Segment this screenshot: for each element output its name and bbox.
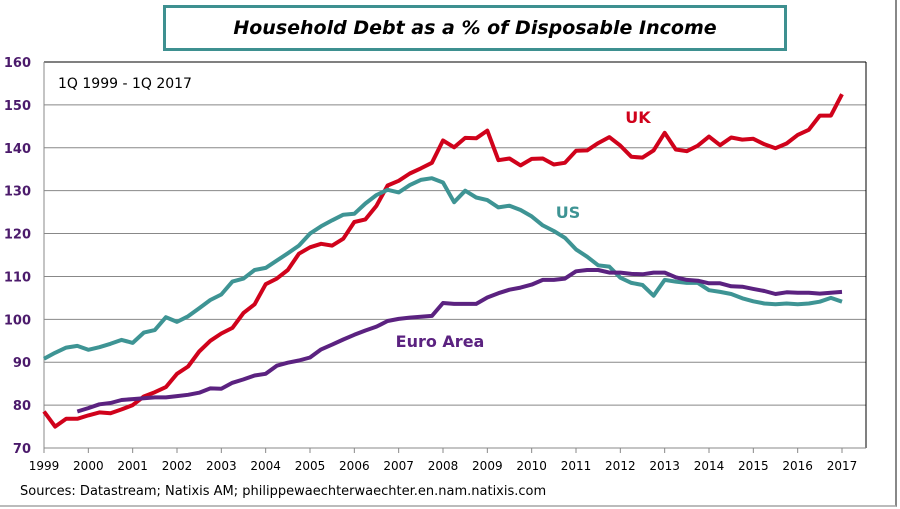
series-line-uk xyxy=(42,93,844,429)
x-tick-label: 2005 xyxy=(295,459,326,473)
y-tick-label: 90 xyxy=(13,356,31,371)
y-tick-label: 140 xyxy=(4,142,31,157)
y-tick-label: 120 xyxy=(4,228,31,243)
x-tick-label: 2003 xyxy=(206,459,237,473)
x-tick-label: 2016 xyxy=(782,459,813,473)
x-tick-label: 2009 xyxy=(472,459,503,473)
x-tick-label: 2002 xyxy=(162,459,193,473)
x-tick-label: 2011 xyxy=(561,459,592,473)
x-tick-label: 2014 xyxy=(694,459,725,473)
x-tick-label: 2015 xyxy=(738,459,769,473)
chart-title: Household Debt as a % of Disposable Inco… xyxy=(233,17,717,39)
y-tick-label: 80 xyxy=(13,399,31,414)
y-tick-label: 100 xyxy=(4,313,31,328)
x-tick-label: 2008 xyxy=(428,459,459,473)
x-tick-label: 2006 xyxy=(339,459,370,473)
chart-subtitle: 1Q 1999 - 1Q 2017 xyxy=(58,76,192,92)
y-tick-label: 150 xyxy=(4,99,31,114)
x-tick-label: 2007 xyxy=(383,459,414,473)
y-tick-label: 110 xyxy=(4,270,31,285)
series-label: Euro Area xyxy=(396,332,485,351)
y-tick-label: 130 xyxy=(4,185,31,200)
x-tick-label: 2017 xyxy=(827,459,858,473)
x-tick-label: 2013 xyxy=(649,459,680,473)
y-tick-label: 70 xyxy=(13,442,31,457)
x-tick-label: 2012 xyxy=(605,459,636,473)
title-box: Household Debt as a % of Disposable Inco… xyxy=(163,5,787,51)
series-label: US xyxy=(556,203,581,222)
x-tick-label: 2000 xyxy=(73,459,104,473)
x-tick-label: 2001 xyxy=(117,459,148,473)
series-label: UK xyxy=(625,108,651,127)
x-tick-label: 2010 xyxy=(516,459,547,473)
x-tick-label: 2004 xyxy=(250,459,281,473)
series-line-us xyxy=(43,176,843,361)
source-note: Sources: Datastream; Natixis AM; philipp… xyxy=(20,484,547,499)
series-line-euro-area xyxy=(76,268,843,414)
y-tick-label: 160 xyxy=(4,56,31,71)
x-tick-label: 1999 xyxy=(29,459,60,473)
